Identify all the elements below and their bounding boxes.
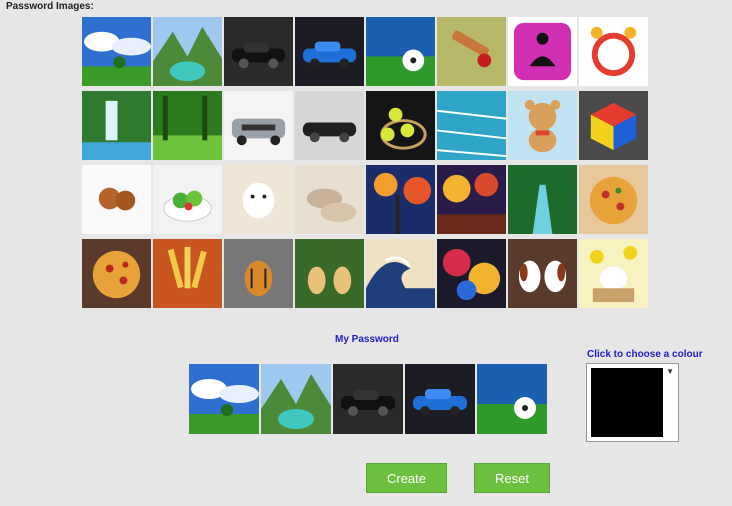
- password-image-green-forest-path[interactable]: [153, 91, 222, 160]
- create-button[interactable]: Create: [366, 463, 447, 493]
- password-image-grid: [82, 17, 648, 308]
- colour-swatch[interactable]: [591, 368, 663, 437]
- password-image-teddy-bear[interactable]: [508, 91, 577, 160]
- password-image-colour-cube[interactable]: [579, 91, 648, 160]
- password-image-white-puppy[interactable]: [224, 165, 293, 234]
- password-image-autumn-painting[interactable]: [366, 165, 435, 234]
- password-image-pizza[interactable]: [579, 165, 648, 234]
- password-image-abstract-art[interactable]: [437, 239, 506, 308]
- password-image-pizza-slices[interactable]: [82, 239, 151, 308]
- password-image-forest-river[interactable]: [508, 165, 577, 234]
- password-image-silver-bmw[interactable]: [224, 91, 293, 160]
- choose-colour-label: Click to choose a colour: [587, 349, 703, 360]
- password-image-alarm-clock[interactable]: [579, 17, 648, 86]
- password-image-beagle-puppies[interactable]: [508, 239, 577, 308]
- selected-image-black-car[interactable]: [333, 364, 403, 434]
- password-image-black-sports-car[interactable]: [295, 91, 364, 160]
- password-image-soccer-ball-field[interactable]: [366, 17, 435, 86]
- password-image-blue-sky-tree[interactable]: [82, 17, 151, 86]
- selected-image-blue-car[interactable]: [405, 364, 475, 434]
- dropdown-arrow-icon[interactable]: ▼: [666, 367, 674, 376]
- colour-picker[interactable]: ▼: [586, 363, 679, 442]
- password-image-two-puppies[interactable]: [295, 239, 364, 308]
- password-image-cricket-bat-ball[interactable]: [437, 17, 506, 86]
- password-image-tiger-cub[interactable]: [224, 239, 293, 308]
- password-image-black-car[interactable]: [224, 17, 293, 86]
- my-password-label: My Password: [335, 334, 399, 345]
- selected-image-mountain-lake[interactable]: [261, 364, 331, 434]
- password-image-salad-bowl[interactable]: [153, 165, 222, 234]
- password-image-cookies[interactable]: [82, 165, 151, 234]
- password-images-heading: Password Images:: [6, 1, 94, 12]
- password-image-swimming-pool[interactable]: [437, 91, 506, 160]
- password-image-great-wave[interactable]: [366, 239, 435, 308]
- password-image-sleeping-puppies[interactable]: [295, 165, 364, 234]
- reset-button[interactable]: Reset: [474, 463, 550, 493]
- password-image-meditation-icon[interactable]: [508, 17, 577, 86]
- my-password-row: [189, 364, 547, 434]
- password-image-tennis-balls-racket[interactable]: [366, 91, 435, 160]
- password-image-rainy-street-painting[interactable]: [437, 165, 506, 234]
- password-image-puppy-flowers[interactable]: [579, 239, 648, 308]
- password-image-blue-car[interactable]: [295, 17, 364, 86]
- selected-image-blue-sky-tree[interactable]: [189, 364, 259, 434]
- password-image-fries[interactable]: [153, 239, 222, 308]
- password-image-mountain-lake[interactable]: [153, 17, 222, 86]
- password-image-waterfall[interactable]: [82, 91, 151, 160]
- selected-image-soccer-ball-field[interactable]: [477, 364, 547, 434]
